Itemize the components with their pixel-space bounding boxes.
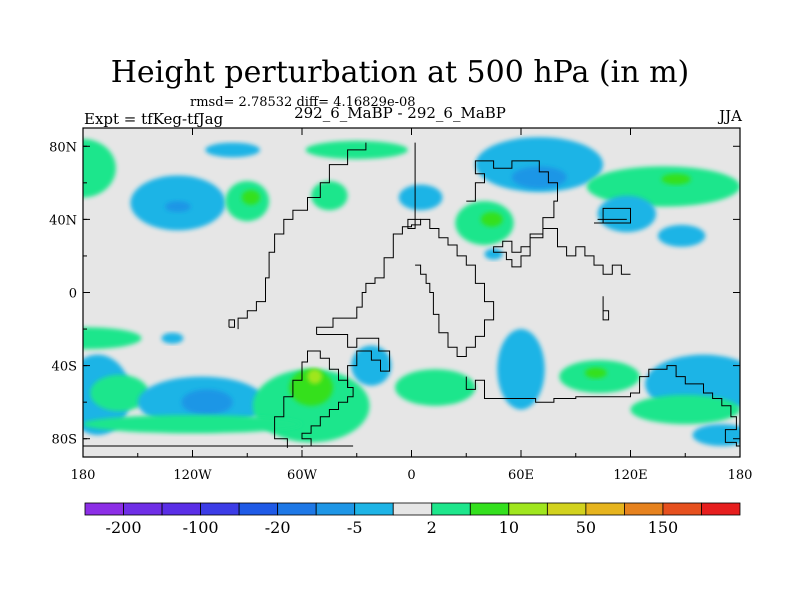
center-label: 292_6_MaBP - 292_6_MaBP <box>294 104 506 122</box>
coastline-8 <box>594 207 631 224</box>
coastline-2 <box>316 334 391 388</box>
colorbar-swatch-4 <box>238 502 279 516</box>
coastline-10 <box>602 296 610 321</box>
contour-region-27 <box>351 345 392 386</box>
coastline-3 <box>316 218 495 357</box>
colorbar-label-4: 2 <box>427 518 437 537</box>
colorbar-swatch-1 <box>123 502 163 516</box>
y-tick-label-1: 40N <box>49 213 77 228</box>
x-axis: 180 120W 60W 0 60E 120E 180 <box>71 128 753 483</box>
colorbar-label-0: -200 <box>106 518 142 537</box>
contour-region-29 <box>83 414 302 434</box>
contour-region-26 <box>307 369 323 384</box>
contour-region-16 <box>597 195 657 233</box>
colorbar-label-2: -20 <box>265 518 291 537</box>
coastlines <box>83 142 740 448</box>
colorbar-label-1: -100 <box>183 518 219 537</box>
contour-region-28 <box>395 369 476 406</box>
contour-region-17 <box>657 224 706 247</box>
contour-region-13 <box>484 248 503 260</box>
contour-region-35 <box>692 424 740 447</box>
contour-region-20 <box>90 374 149 412</box>
contour-region-22 <box>181 389 233 415</box>
colorbar-swatch-5 <box>277 502 317 516</box>
x-tick-label-4: 60E <box>508 468 534 483</box>
colorbar-swatch-6 <box>315 502 356 516</box>
contour-region-2 <box>165 201 191 213</box>
colorbar-swatch-7 <box>354 502 394 516</box>
coastline-7 <box>466 160 631 275</box>
contour-region-18 <box>83 327 142 350</box>
colorbar-swatch-13 <box>585 502 625 516</box>
contour-region-0 <box>83 138 116 198</box>
colorbar-label-6: 50 <box>576 518 596 537</box>
contour-region-7 <box>311 181 348 211</box>
contour-region-34 <box>630 394 740 425</box>
y-axis: 80N 40N 0 40S 80S <box>49 140 740 448</box>
colorbar-label-7: 150 <box>648 518 679 537</box>
contour-region-8 <box>398 184 443 211</box>
contour-region-23 <box>161 332 184 344</box>
x-tick-label-0: 180 <box>71 468 96 483</box>
colorbar-swatch-0 <box>84 502 124 516</box>
colorbar-swatch-14 <box>624 502 664 516</box>
contour-region-5 <box>205 142 261 158</box>
chart-subtitle: rmsd= 2.78532 diff= 4.16829e-08 <box>190 95 416 110</box>
colorbar-swatch-9 <box>431 502 471 516</box>
coastline-5 <box>407 142 421 229</box>
x-tick-label-5: 120E <box>613 468 647 483</box>
colorbar-label-3: -5 <box>347 518 363 537</box>
colorbar-swatch-3 <box>200 502 240 516</box>
colorbar-swatch-2 <box>161 502 201 516</box>
x-tick-label-1: 120W <box>173 468 212 483</box>
chart-title: Height perturbation at 500 hPa (in m) <box>110 55 690 90</box>
contour-region-4 <box>241 190 261 205</box>
colorbar-swatch-16 <box>701 502 741 516</box>
x-tick-label-2: 60W <box>287 468 318 483</box>
colorbar-swatch-15 <box>662 502 702 516</box>
left-label: Expt = tfKeg-tfJag <box>84 110 224 128</box>
colorbar-swatch-12 <box>546 502 587 516</box>
y-tick-label-2: 0 <box>69 287 77 302</box>
y-tick-label-3: 40S <box>52 360 77 375</box>
contour-region-15 <box>661 173 691 185</box>
contour-region-12 <box>480 212 503 227</box>
coastline-4 <box>237 142 367 330</box>
contour-region-32 <box>584 367 607 379</box>
y-tick-label-0: 80N <box>49 140 77 155</box>
x-tick-label-3: 0 <box>407 468 415 483</box>
colorbar-swatch-8 <box>392 502 433 516</box>
colorbar-swatch-10 <box>469 502 510 516</box>
coastline-6 <box>228 319 235 328</box>
right-label: JJA <box>719 107 742 125</box>
x-tick-label-6: 180 <box>728 468 753 483</box>
y-tick-label-4: 80S <box>52 433 77 448</box>
contour-region-25 <box>289 369 334 406</box>
contour-region-30 <box>497 329 545 410</box>
colorbar: -200 -100 -20 -5 2 10 50 150 <box>84 502 741 537</box>
colorbar-label-5: 10 <box>499 518 519 537</box>
colorbar-swatch-11 <box>508 502 548 516</box>
coastline-11 <box>465 365 740 447</box>
